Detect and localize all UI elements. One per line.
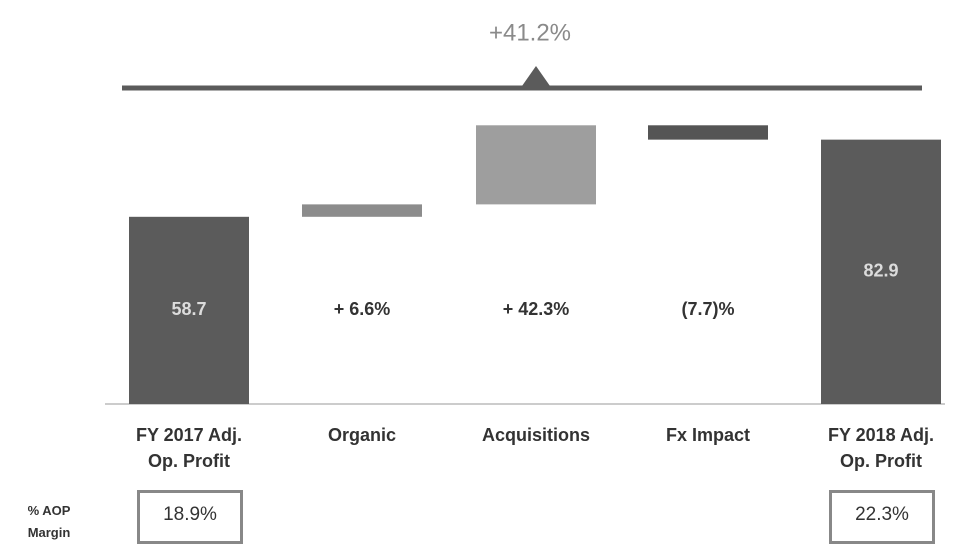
- margin-label: % AOP Margin: [27, 503, 71, 540]
- margin-box: 22.3%: [829, 490, 935, 544]
- bar: [129, 216, 249, 404]
- change-label: + 42.3%: [503, 299, 570, 319]
- change-label: (7.7)%: [681, 299, 734, 319]
- category-label: Organic: [327, 425, 397, 445]
- change-label: + 6.6%: [334, 299, 391, 319]
- value-label: 58.7: [171, 299, 206, 319]
- bar: [821, 139, 941, 404]
- category-label: FY 2017 Adj. Op. Profit: [135, 425, 243, 471]
- bracket-arrow: [522, 66, 550, 86]
- bar: [302, 204, 422, 217]
- value-label: 82.9: [863, 261, 898, 281]
- margin-box: 18.9%: [137, 490, 243, 544]
- growth-annotation: +41.2%: [489, 19, 571, 46]
- category-label: Acquisitions: [481, 425, 590, 445]
- bar: [476, 125, 596, 205]
- category-label: FY 2018 Adj. Op. Profit: [827, 425, 935, 471]
- category-label: Fx Impact: [665, 425, 751, 445]
- bar: [648, 125, 768, 140]
